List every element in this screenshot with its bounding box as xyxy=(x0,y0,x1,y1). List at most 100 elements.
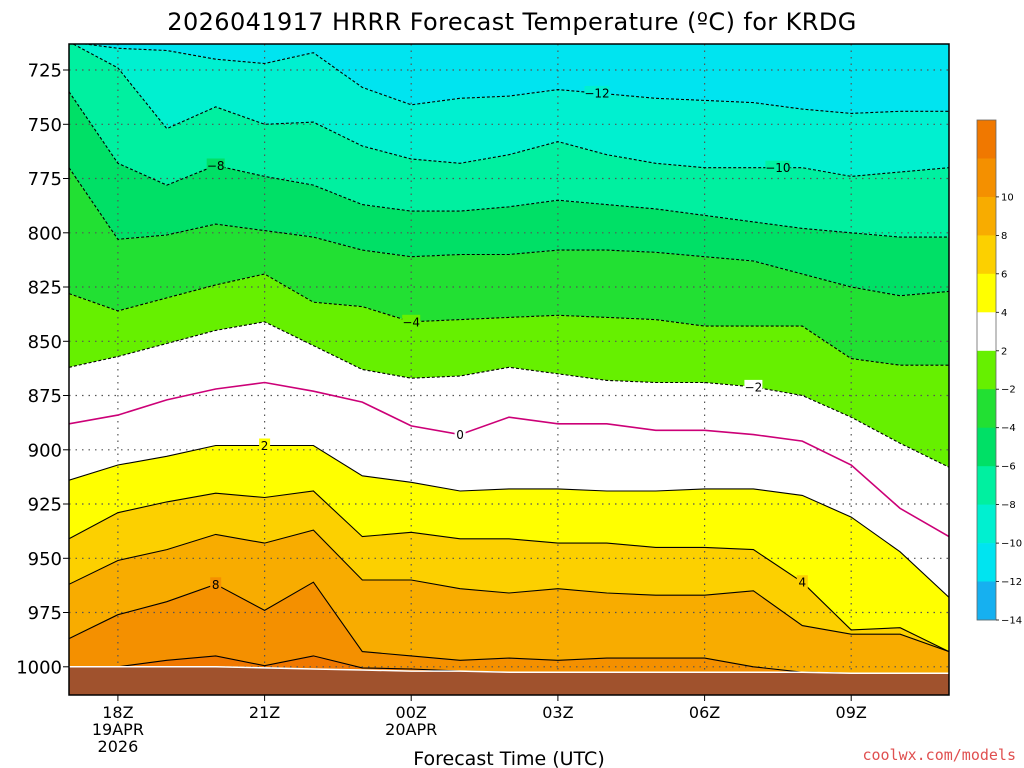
contour-label-bg xyxy=(206,158,225,173)
pressure-tick-label: 725 xyxy=(28,61,62,82)
pressure-tick-label: 900 xyxy=(28,440,62,461)
colorbar-tick-label: −12 xyxy=(1001,577,1022,588)
isotherm-line xyxy=(81,44,949,114)
temperature-band xyxy=(69,530,949,674)
temperature-band xyxy=(69,274,949,468)
time-tick-label: 03Z xyxy=(542,703,573,722)
time-tick-label: 06Z xyxy=(689,703,720,722)
time-tick-label: 20APR xyxy=(385,720,437,739)
temperature-band xyxy=(69,582,949,674)
credit-link[interactable]: coolwx.com/models xyxy=(862,746,1016,764)
contour-label-bg xyxy=(210,577,222,592)
contour-label: −8 xyxy=(207,159,225,173)
plot-area xyxy=(69,44,949,695)
pressure-tick-label: 925 xyxy=(28,495,62,516)
temperature-band xyxy=(69,445,949,652)
contour-label-bg xyxy=(796,575,808,590)
contour-label-bg xyxy=(584,86,610,100)
colorbar-swatch xyxy=(977,312,996,352)
time-tick-label: 2026 xyxy=(98,737,139,756)
temperature-band xyxy=(69,44,949,238)
contour-label: 2 xyxy=(261,439,269,453)
colorbar-swatch xyxy=(977,273,996,313)
time-tick-label: 00Z xyxy=(396,703,427,722)
temperature-band xyxy=(69,91,949,296)
contour-labels: −12 −10 −8 −4 −2 0 2 4 8 xyxy=(206,86,808,592)
pressure-tick-label: 975 xyxy=(28,603,62,624)
temperature-band xyxy=(69,321,949,537)
colorbar-tick-label: 8 xyxy=(1001,231,1007,242)
colorbar-tick-label: 10 xyxy=(1001,192,1014,203)
time-tick-label: 21Z xyxy=(249,703,280,722)
isotherm-line xyxy=(69,273,949,366)
colorbar-swatch xyxy=(977,158,996,198)
colorbar-frame xyxy=(976,119,997,621)
colorbar-legend: 10 8 6 4 2 −2 −4 −6 −8 −10 −12 −14 xyxy=(976,119,1022,627)
contour-label-bg xyxy=(402,314,421,329)
pressure-tick-label: 1000 xyxy=(16,657,62,678)
colorbar-swatch xyxy=(977,120,996,159)
pressure-tick-label: 875 xyxy=(28,386,62,407)
contour-label: 8 xyxy=(212,578,220,592)
temperature-band xyxy=(85,44,949,114)
colorbar-tick-label: −2 xyxy=(1001,385,1016,396)
ground-below-surface xyxy=(69,666,949,695)
pressure-tick-label: 750 xyxy=(28,115,62,136)
contour-label-bg xyxy=(454,427,466,442)
isotherm-line xyxy=(69,529,949,653)
contour-label: 4 xyxy=(798,576,806,590)
isotherm-line xyxy=(69,321,949,468)
colorbar-tick-label: −14 xyxy=(1001,616,1022,627)
colorbar-swatch xyxy=(977,196,996,236)
contour-label-bg xyxy=(744,379,763,394)
isotherm-line xyxy=(69,381,949,538)
colorbar-swatch xyxy=(977,504,996,544)
contour-label: −10 xyxy=(765,161,790,175)
colorbar-swatch xyxy=(977,543,996,582)
plot-frame xyxy=(68,43,950,696)
pressure-tick-label: 825 xyxy=(28,278,62,299)
isotherm-line xyxy=(69,444,949,598)
isotherm-line xyxy=(69,167,949,297)
colorbar-tick-label: 2 xyxy=(1001,346,1007,357)
temperature-band xyxy=(69,167,949,366)
pressure-tick-label: 800 xyxy=(28,223,62,244)
temperature-band xyxy=(69,491,949,652)
chart-title: 2026041917 HRRR Forecast Temperature (ºC… xyxy=(167,8,856,36)
colorbar-tick-label: 6 xyxy=(1001,269,1007,280)
pressure-axis: 725 750 775 800 825 850 875 900 925 950 975 1000 xyxy=(16,61,69,678)
isotherm-line xyxy=(71,44,949,177)
temperature-bands xyxy=(69,44,949,695)
colorbar-swatch xyxy=(977,581,996,621)
temperature-band xyxy=(69,382,949,598)
colorbar-tick-label: −4 xyxy=(1001,423,1016,434)
contour-label: −4 xyxy=(402,315,420,329)
x-axis-label: Forecast Time (UTC) xyxy=(413,748,604,768)
grid-lines xyxy=(69,44,949,695)
colorbar-tick-label: −6 xyxy=(1001,462,1016,473)
colorbar-tick-label: 4 xyxy=(1001,308,1007,319)
contour-label: −12 xyxy=(584,87,609,101)
contour-label-bg xyxy=(259,438,271,453)
colorbar-swatch xyxy=(977,466,996,505)
contour-label-bg xyxy=(765,160,791,175)
pressure-tick-label: 775 xyxy=(28,169,62,190)
ground-fill xyxy=(69,666,949,695)
surface-line xyxy=(69,666,949,675)
pressure-tick-label: 950 xyxy=(28,549,62,570)
time-tick-label: 19APR xyxy=(92,720,144,739)
colorbar-tick-label: −8 xyxy=(1001,500,1016,511)
colorbar-swatch xyxy=(977,235,996,275)
colorbar-swatch xyxy=(977,389,996,428)
time-tick-label: 09Z xyxy=(836,703,867,722)
time-tick-label: 18Z xyxy=(102,703,133,722)
contour-label: −2 xyxy=(745,380,763,394)
colorbar-tick-label: −10 xyxy=(1001,539,1022,550)
pressure-tick-label: 850 xyxy=(28,332,62,353)
temperature-band xyxy=(73,44,949,177)
contour-label: 0 xyxy=(456,428,464,442)
colorbar-swatch xyxy=(977,427,996,467)
colorbar-swatch xyxy=(977,350,996,390)
